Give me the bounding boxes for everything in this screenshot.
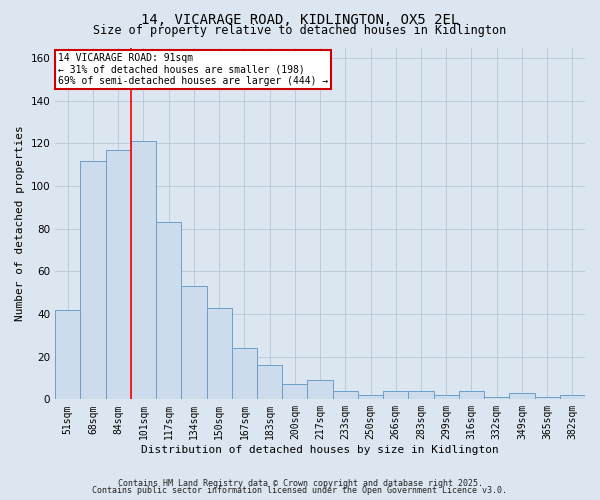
Bar xyxy=(156,222,181,400)
Bar xyxy=(206,308,232,400)
Text: Contains HM Land Registry data © Crown copyright and database right 2025.: Contains HM Land Registry data © Crown c… xyxy=(118,478,482,488)
Bar xyxy=(383,391,409,400)
Text: Size of property relative to detached houses in Kidlington: Size of property relative to detached ho… xyxy=(94,24,506,37)
Bar xyxy=(307,380,332,400)
X-axis label: Distribution of detached houses by size in Kidlington: Distribution of detached houses by size … xyxy=(141,445,499,455)
Bar xyxy=(257,365,282,400)
Y-axis label: Number of detached properties: Number of detached properties xyxy=(15,126,25,322)
Bar xyxy=(106,150,131,400)
Bar xyxy=(232,348,257,400)
Bar xyxy=(181,286,206,400)
Text: 14, VICARAGE ROAD, KIDLINGTON, OX5 2EL: 14, VICARAGE ROAD, KIDLINGTON, OX5 2EL xyxy=(141,12,459,26)
Bar xyxy=(409,391,434,400)
Bar xyxy=(55,310,80,400)
Bar xyxy=(459,391,484,400)
Text: 14 VICARAGE ROAD: 91sqm
← 31% of detached houses are smaller (198)
69% of semi-d: 14 VICARAGE ROAD: 91sqm ← 31% of detache… xyxy=(58,53,328,86)
Bar xyxy=(282,384,307,400)
Bar xyxy=(358,395,383,400)
Bar xyxy=(80,160,106,400)
Text: Contains public sector information licensed under the Open Government Licence v3: Contains public sector information licen… xyxy=(92,486,508,495)
Bar xyxy=(332,391,358,400)
Bar xyxy=(131,142,156,400)
Bar xyxy=(535,397,560,400)
Bar xyxy=(560,395,585,400)
Bar xyxy=(509,393,535,400)
Bar xyxy=(434,395,459,400)
Bar xyxy=(484,397,509,400)
